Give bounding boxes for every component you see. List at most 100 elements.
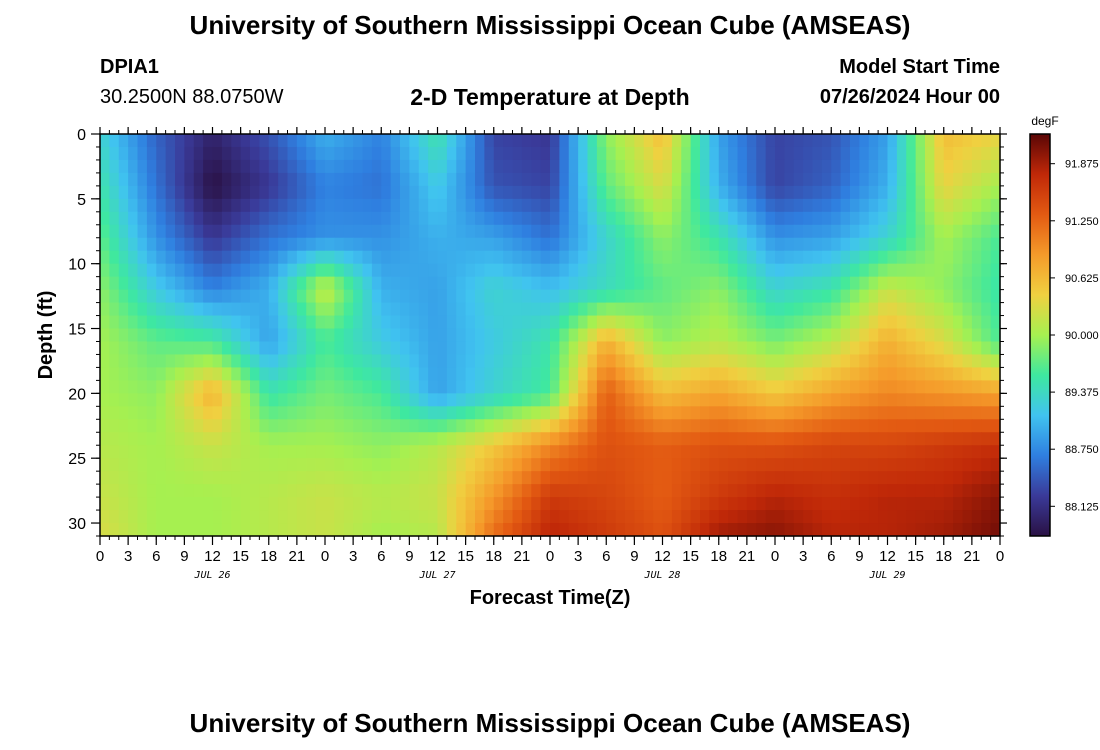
heatmap-cell xyxy=(287,315,298,330)
heatmap-cell xyxy=(662,146,673,161)
heatmap-cell xyxy=(306,289,317,304)
heatmap-cell xyxy=(137,302,148,317)
heatmap-cell xyxy=(681,523,692,537)
heatmap-cell xyxy=(446,289,457,304)
heatmap-cell xyxy=(606,328,617,343)
heatmap-cell xyxy=(175,237,185,252)
heatmap-cell xyxy=(934,159,945,174)
heatmap-cell xyxy=(212,159,223,174)
heatmap-cell xyxy=(793,289,804,304)
heatmap-cell xyxy=(287,380,298,394)
heatmap-cell xyxy=(521,354,532,369)
heatmap-cell xyxy=(118,380,129,394)
heatmap-cell xyxy=(203,198,214,213)
heatmap-cell xyxy=(550,159,560,174)
heatmap-cell xyxy=(484,198,495,213)
heatmap-cell xyxy=(128,484,139,498)
heatmap-cell xyxy=(615,367,626,381)
heatmap-cell xyxy=(896,432,907,446)
heatmap-cell xyxy=(737,445,748,459)
heatmap-cell xyxy=(990,198,1001,213)
heatmap-cell xyxy=(662,341,673,356)
heatmap-cell xyxy=(878,445,889,459)
heatmap-cell xyxy=(653,134,664,148)
heatmap-cell xyxy=(990,406,1001,420)
heatmap-cell xyxy=(765,159,776,174)
heatmap-cell xyxy=(962,198,973,213)
heatmap-cell xyxy=(671,380,682,394)
heatmap-cell xyxy=(437,198,448,213)
heatmap-cell xyxy=(484,523,495,537)
heatmap-cell xyxy=(418,367,429,381)
heatmap-cell xyxy=(118,471,129,485)
heatmap-cell xyxy=(137,250,148,265)
heatmap-cell xyxy=(456,224,467,239)
heatmap-cell xyxy=(418,211,429,226)
heatmap-cell xyxy=(268,302,279,317)
heatmap-cell xyxy=(456,367,467,381)
heatmap-cell xyxy=(221,134,232,148)
heatmap-cell xyxy=(831,393,842,407)
heatmap-cell xyxy=(259,146,270,161)
station-coordinates: 30.2500N 88.0750W xyxy=(100,86,284,108)
heatmap-cell xyxy=(878,263,889,278)
heatmap-cell xyxy=(315,250,326,265)
heatmap-cell xyxy=(690,432,701,446)
heatmap-cell xyxy=(475,367,485,381)
heatmap-cell xyxy=(362,445,373,459)
heatmap-cell xyxy=(231,380,242,394)
heatmap-cell xyxy=(184,276,195,291)
heatmap-cell xyxy=(362,237,373,252)
heatmap-cell xyxy=(681,134,692,148)
heatmap-cell xyxy=(971,510,982,524)
heatmap-cell xyxy=(503,289,514,304)
heatmap-cell xyxy=(390,341,401,356)
heatmap-cell xyxy=(812,302,823,317)
heatmap-cell xyxy=(231,211,242,226)
heatmap-cell xyxy=(446,134,457,148)
heatmap-cell xyxy=(671,341,682,356)
heatmap-cell xyxy=(109,315,120,330)
heatmap-cell xyxy=(437,497,448,511)
heatmap-cell xyxy=(925,237,935,252)
heatmap-cell xyxy=(812,315,823,330)
heatmap-cell xyxy=(578,445,589,459)
heatmap-cell xyxy=(493,185,504,200)
heatmap-cell xyxy=(371,211,382,226)
heatmap-cell xyxy=(812,445,823,459)
heatmap-cell xyxy=(493,263,504,278)
heatmap-cell xyxy=(821,354,832,369)
heatmap-cell xyxy=(250,289,260,304)
heatmap-cell xyxy=(653,250,664,265)
heatmap-cell xyxy=(850,367,860,381)
heatmap-cell xyxy=(840,250,851,265)
heatmap-cell xyxy=(128,315,139,330)
heatmap-cell xyxy=(540,134,551,148)
heatmap-cell xyxy=(981,185,992,200)
heatmap-cell xyxy=(643,510,654,524)
heatmap-cell xyxy=(887,224,898,239)
heatmap-cell xyxy=(287,471,298,485)
heatmap-cell xyxy=(315,354,326,369)
heatmap-cell xyxy=(400,198,410,213)
heatmap-cell xyxy=(625,484,635,498)
heatmap-cell xyxy=(343,432,354,446)
heatmap-cell xyxy=(278,302,289,317)
heatmap-cell xyxy=(212,380,223,394)
heatmap-cell xyxy=(193,302,204,317)
heatmap-cell xyxy=(981,419,992,433)
heatmap-cell xyxy=(400,458,410,472)
heatmap-cell xyxy=(259,510,270,524)
heatmap-cell xyxy=(146,432,157,446)
heatmap-cell xyxy=(953,458,964,472)
heatmap-cell xyxy=(671,146,682,161)
heatmap-cell xyxy=(906,198,917,213)
heatmap-cell xyxy=(165,406,176,420)
heatmap-cell xyxy=(840,185,851,200)
heatmap-cell xyxy=(906,406,917,420)
heatmap-cell xyxy=(221,380,232,394)
heatmap-cell xyxy=(193,328,204,343)
heatmap-cell xyxy=(446,367,457,381)
heatmap-cell xyxy=(296,302,307,317)
heatmap-cell xyxy=(128,432,139,446)
